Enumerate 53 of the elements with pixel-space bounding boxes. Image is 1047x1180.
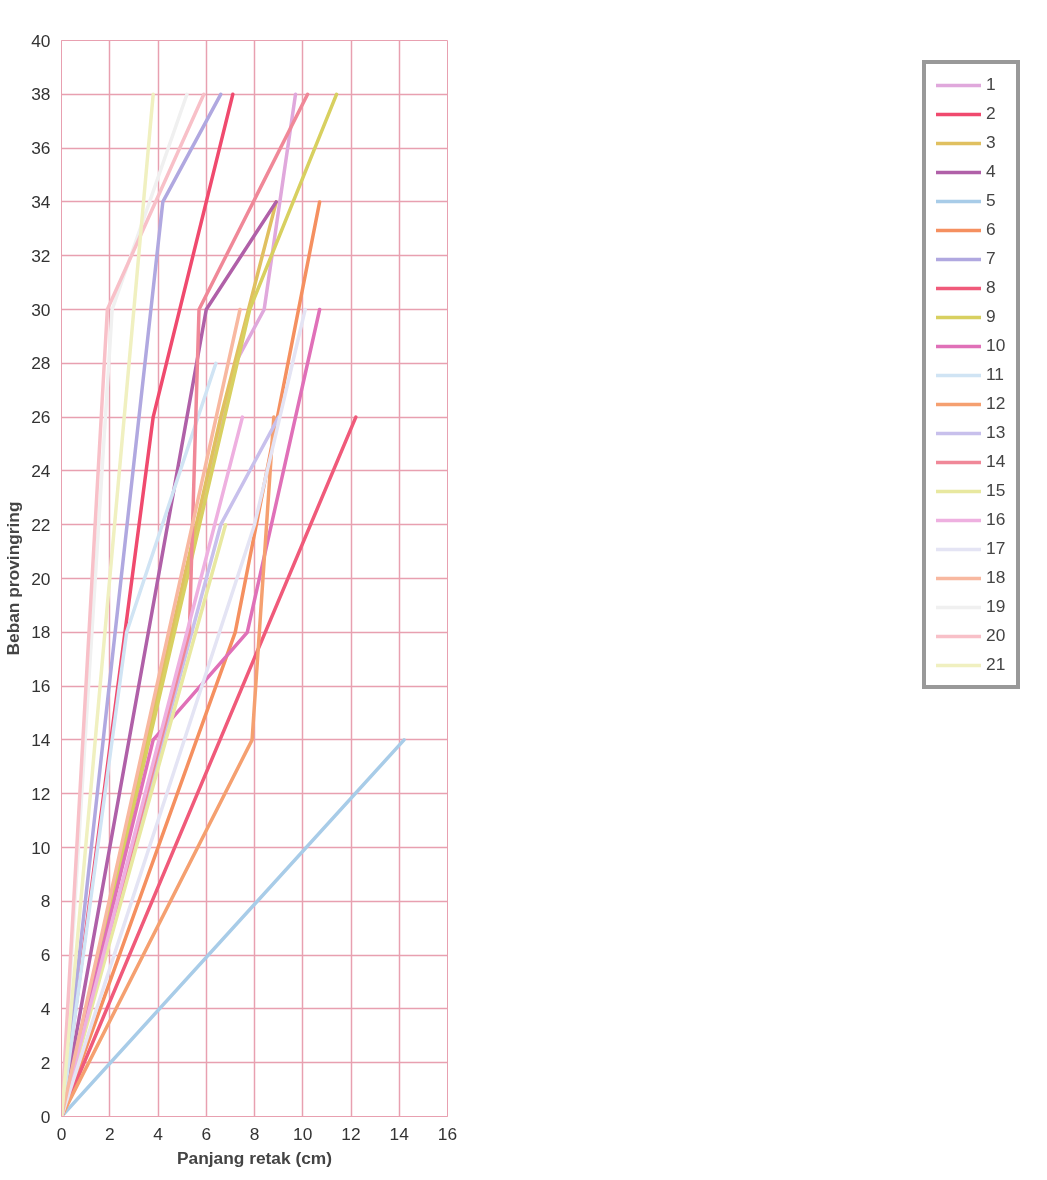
legend-label: 20 [986,625,1006,646]
legend-label: 6 [986,219,997,240]
legend-label: 11 [986,364,1005,385]
x-tick-label: 4 [153,1123,164,1144]
legend-label: 8 [986,277,997,298]
legend-label: 9 [986,306,997,327]
y-tick-label: 12 [31,783,51,804]
y-axis-title: Beban provingring [3,501,24,656]
x-tick-label: 12 [341,1123,361,1144]
y-tick-label: 32 [31,245,51,266]
y-tick-label: 8 [40,891,51,912]
y-tick-label: 6 [40,945,51,966]
legend-label: 7 [986,248,997,269]
legend-label: 15 [986,480,1006,501]
y-tick-label: 18 [31,622,51,643]
legend-label: 17 [986,538,1006,559]
legend-label: 18 [986,567,1006,588]
y-tick-label: 24 [31,460,51,481]
x-tick-label: 8 [249,1123,260,1144]
y-tick-label: 28 [31,353,51,374]
x-tick-label: 16 [437,1123,458,1144]
legend-label: 1 [986,74,997,95]
legend-label: 4 [986,161,997,182]
y-tick-label: 20 [31,568,51,589]
legend-label: 16 [986,509,1006,530]
legend-label: 14 [986,451,1006,472]
y-tick-label: 14 [31,729,51,750]
legend-label: 2 [986,103,997,124]
legend-label: 10 [986,335,1006,356]
y-tick-label: 26 [31,407,51,428]
legend-label: 12 [986,393,1006,414]
legend-label: 19 [986,596,1006,617]
legend-label: 5 [986,190,997,211]
legend-label: 21 [986,654,1006,675]
x-tick-label: 14 [389,1123,410,1144]
x-axis-title: Panjang retak (cm) [176,1147,333,1168]
y-tick-label: 0 [40,1106,51,1127]
y-tick-label: 38 [31,84,51,105]
y-tick-label: 16 [31,676,51,697]
y-tick-label: 4 [40,998,51,1019]
y-tick-label: 30 [31,299,51,320]
y-tick-label: 34 [31,191,51,212]
x-tick-label: 0 [56,1123,67,1144]
legend-label: 13 [986,422,1006,443]
y-tick-label: 10 [31,837,51,858]
x-tick-label: 10 [293,1123,313,1144]
x-tick-label: 6 [201,1123,212,1144]
x-tick-label: 2 [104,1123,115,1144]
y-tick-label: 22 [31,514,51,535]
y-tick-label: 36 [31,138,51,159]
y-tick-label: 40 [31,30,51,51]
legend-label: 3 [986,132,997,153]
y-tick-label: 2 [40,1052,51,1073]
